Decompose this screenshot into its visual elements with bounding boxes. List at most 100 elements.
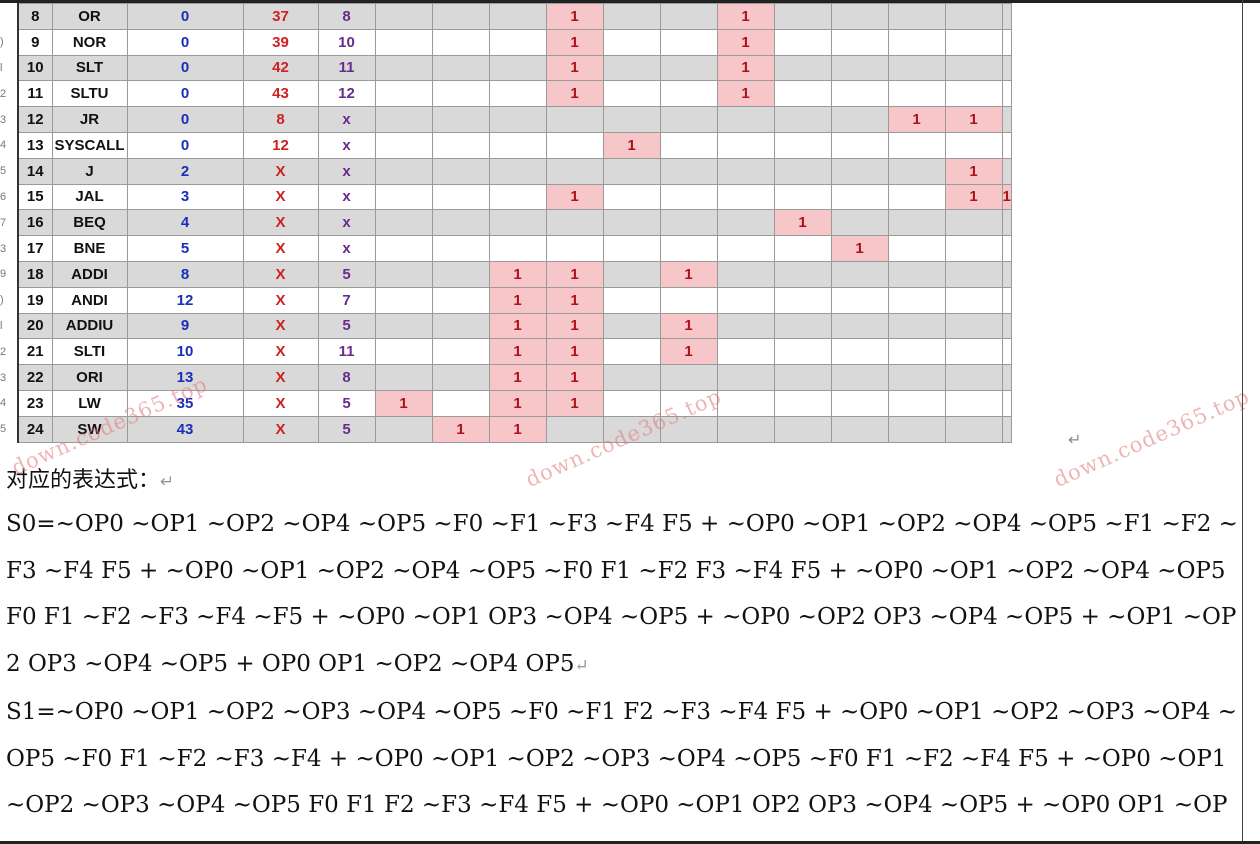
signal-cell <box>374 235 433 262</box>
bottom-border <box>0 841 1260 844</box>
signal-cell <box>716 389 775 417</box>
signal-cell <box>773 286 832 314</box>
table-row: 3 12 JR 0 8 x 1 1 <box>0 106 1012 133</box>
instruction-name: NOR <box>51 28 128 56</box>
signal-cell <box>773 106 832 133</box>
signal-cell <box>488 80 547 108</box>
row-number-fragment: ) <box>0 29 18 56</box>
instruction-name: SLTI <box>51 338 128 366</box>
signal-cell <box>374 157 433 185</box>
signal-cell <box>887 209 946 237</box>
instruction-name: SLTU <box>51 80 128 108</box>
signal-cell <box>830 312 889 340</box>
alu-op-value: x <box>317 235 376 262</box>
signal-cell <box>431 3 490 30</box>
signal-cell: 1 <box>1001 183 1012 211</box>
instruction-index: 24 <box>17 415 53 443</box>
signal-cell <box>1001 106 1012 133</box>
signal-cell <box>659 106 718 133</box>
table-row: l 10 SLT 0 42 11 1 1 <box>0 54 1012 82</box>
signal-cell <box>488 54 547 82</box>
funct-value: 39 <box>242 28 319 56</box>
opcode-value: 0 <box>126 80 244 108</box>
signal-cell <box>431 157 490 185</box>
instruction-name: ADDI <box>51 260 128 288</box>
signal-cell <box>716 364 775 391</box>
signal-cell: 1 <box>716 28 775 56</box>
signal-cell <box>659 157 718 185</box>
signal-cell <box>1001 157 1012 185</box>
signal-cell: 1 <box>944 157 1003 185</box>
instruction-name: ORI <box>51 364 128 391</box>
signal-cell: 1 <box>773 209 832 237</box>
signal-cell <box>488 183 547 211</box>
signal-cell: 1 <box>488 415 547 443</box>
signal-cell <box>944 235 1003 262</box>
signal-cell <box>773 312 832 340</box>
signal-cell: 1 <box>944 183 1003 211</box>
alu-op-value: x <box>317 157 376 185</box>
signal-cell <box>887 415 946 443</box>
signal-cell <box>1001 312 1012 340</box>
signal-cell <box>374 415 433 443</box>
signal-cell <box>716 183 775 211</box>
signal-cell <box>944 3 1003 30</box>
funct-value: X <box>242 235 319 262</box>
table-row: 3 22 ORI 13 X 8 1 1 <box>0 364 1012 391</box>
row-number-fragment: 7 <box>0 209 18 236</box>
table-row: 4 23 LW 35 X 5 1 1 1 <box>0 389 1012 417</box>
signal-cell <box>431 80 490 108</box>
table-row: ) 19 ANDI 12 X 7 1 1 <box>0 286 1012 314</box>
table-row: 2 21 SLTI 10 X 11 1 1 1 <box>0 338 1012 366</box>
signal-cell <box>488 157 547 185</box>
instruction-name: BEQ <box>51 209 128 237</box>
row-number-fragment: 2 <box>0 80 18 107</box>
signal-cell: 1 <box>659 312 718 340</box>
instruction-index: 18 <box>17 260 53 288</box>
signal-cell <box>431 364 490 391</box>
row-number-fragment: 3 <box>0 364 18 391</box>
signal-cell <box>1001 415 1012 443</box>
signal-cell <box>545 235 604 262</box>
row-number-fragment: 2 <box>0 338 18 365</box>
funct-value: X <box>242 338 319 366</box>
signal-cell: 1 <box>716 80 775 108</box>
alu-op-value: 5 <box>317 312 376 340</box>
signal-cell: 1 <box>659 338 718 366</box>
instruction-name: J <box>51 157 128 185</box>
signal-cell <box>374 80 433 108</box>
signal-cell: 1 <box>488 286 547 314</box>
signal-cell: 1 <box>488 312 547 340</box>
signal-cell <box>545 415 604 443</box>
signal-cell: 1 <box>545 260 604 288</box>
instruction-name: JR <box>51 106 128 133</box>
paragraph-mark: ↵ <box>1068 430 1082 449</box>
instruction-index: 8 <box>17 3 53 30</box>
opcode-value: 2 <box>126 157 244 185</box>
signal-cell: 1 <box>545 286 604 314</box>
signal-cell <box>602 338 661 366</box>
instruction-index: 22 <box>17 364 53 391</box>
signal-cell <box>602 209 661 237</box>
funct-value: 12 <box>242 131 319 159</box>
signal-cell <box>374 106 433 133</box>
funct-value: 42 <box>242 54 319 82</box>
signal-cell <box>374 28 433 56</box>
instruction-name: SYSCALL <box>51 131 128 159</box>
signal-cell <box>716 286 775 314</box>
alu-op-value: 5 <box>317 260 376 288</box>
signal-cell <box>1001 338 1012 366</box>
instruction-index: 23 <box>17 389 53 417</box>
signal-cell <box>374 209 433 237</box>
signal-cell <box>1001 209 1012 237</box>
signal-cell <box>374 286 433 314</box>
signal-cell: 1 <box>659 260 718 288</box>
signal-cell <box>431 235 490 262</box>
signal-cell: 1 <box>545 3 604 30</box>
signal-cell <box>659 131 718 159</box>
signal-cell <box>773 364 832 391</box>
signal-cell <box>374 131 433 159</box>
signal-cell <box>716 131 775 159</box>
table-row: 9 18 ADDI 8 X 5 1 1 1 <box>0 260 1012 288</box>
